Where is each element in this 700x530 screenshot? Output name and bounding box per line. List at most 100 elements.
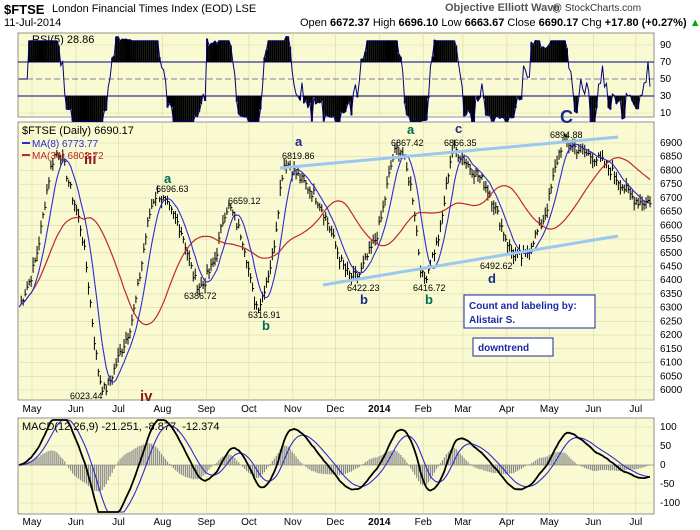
price-legend-symbol: $FTSE (Daily) 6690.17 (22, 125, 134, 137)
credit-line-2: Alistair S. (469, 315, 515, 326)
credit-line-1: Count and labeling by: (469, 301, 577, 312)
rsi-tick-label: 30 (660, 91, 672, 102)
x-tick-label: Jun (585, 517, 601, 528)
price-legend-ma8: MA(8) 6773.77 (32, 139, 99, 150)
price-tick-label: 6700 (660, 193, 683, 204)
price-label-6696: 6696.63 (156, 184, 189, 194)
close-value: 6690.17 (538, 17, 579, 29)
price-tick-label: 6250 (660, 316, 683, 327)
wave-label-a-nov: a (295, 134, 303, 149)
x-tick-label: Nov (284, 404, 302, 415)
macd-tick-label: 0 (660, 460, 666, 471)
macd-tick-label: -100 (660, 498, 680, 509)
price-tick-label: 6000 (660, 385, 683, 396)
copyright-label: @ StockCharts.com (552, 3, 642, 14)
rsi-tick-label: 10 (660, 108, 672, 119)
wave-label-iv: iv (140, 388, 153, 405)
rsi-tick-label: 50 (660, 74, 672, 85)
x-tick-label: Jul (629, 404, 642, 415)
macd-line (18, 419, 651, 513)
ohlc-readout: Open 6672.37 High 6696.10 Low 6663.67 Cl… (300, 17, 700, 29)
wave-labels: iii iv a b a b a c b d C (84, 107, 573, 405)
price-label-6659: 6659.12 (228, 196, 261, 206)
price-tick-label: 6350 (660, 289, 683, 300)
close-label: Close (507, 17, 536, 29)
macd-tick-label: -50 (660, 479, 675, 490)
high-label: High (372, 17, 396, 29)
price-tick-label: 6600 (660, 220, 683, 231)
x-tick-label: 2014 (368, 517, 391, 528)
ma34-line (18, 156, 651, 326)
low-value: 6663.67 (464, 17, 505, 29)
price-tick-label: 6150 (660, 344, 683, 355)
rsi-line (19, 36, 651, 122)
price-label-6316: 6316.91 (248, 310, 281, 320)
price-label-6492: 6492.62 (480, 261, 513, 271)
chart-date: 11-Jul-2014 (4, 17, 62, 29)
x-tick-label: Jun (585, 404, 601, 415)
price-tick-label: 6500 (660, 248, 683, 259)
brand-label: Objective Elliott Wave (445, 2, 560, 14)
x-tick-label: Feb (415, 404, 433, 415)
lower-trendline (322, 234, 619, 287)
upper-trendline (279, 135, 619, 170)
x-tick-label: Oct (241, 404, 257, 415)
high-value: 6696.10 (398, 17, 439, 29)
x-tick-label: Jul (112, 404, 125, 415)
chg-label: Chg (581, 17, 602, 29)
wave-label-d: d (488, 271, 496, 286)
x-tick-label: Jun (68, 517, 84, 528)
x-tick-label: Jul (112, 517, 125, 528)
index-name: London Financial Times Index (EOD) LSE (52, 3, 256, 15)
chg-up-icon: ▲ (689, 17, 700, 29)
price-tick-label: 6850 (660, 152, 683, 163)
price-label-6866: 6866.35 (444, 138, 477, 148)
x-tick-label: Mar (454, 517, 472, 528)
price-tick-label: 6900 (660, 138, 683, 149)
price-tick-label: 6400 (660, 275, 683, 286)
macd-tick-label: 100 (660, 422, 677, 433)
wave-label-a-aug: a (164, 171, 172, 186)
exchange-text: LSE (235, 3, 257, 15)
x-tick-label: May (540, 404, 559, 415)
symbol-title: $FTSE (4, 2, 45, 17)
low-label: Low (441, 17, 462, 29)
price-label-6386: 6386.72 (184, 291, 217, 301)
x-tick-label: Oct (241, 517, 257, 528)
x-tick-label: May (540, 517, 559, 528)
wave-label-b-oct: b (262, 318, 270, 333)
price-tick-label: 6100 (660, 358, 683, 369)
x-tick-label: Jul (629, 517, 642, 528)
x-tick-label: Apr (499, 404, 515, 415)
price-tick-label: 6800 (660, 165, 683, 176)
price-label-6416: 6416.72 (413, 283, 446, 293)
macd-tick-label: 50 (660, 441, 672, 452)
price-tick-label: 6650 (660, 207, 683, 218)
x-tick-label: Dec (326, 517, 344, 528)
price-label-6422: 6422.23 (347, 283, 380, 293)
x-tick-label: Nov (284, 517, 302, 528)
price-label-6894: 6894.88 (550, 130, 583, 140)
wave-label-iii: iii (84, 151, 97, 168)
x-tick-label: Apr (499, 517, 515, 528)
chg-value: +17.80 (+0.27%) (604, 17, 687, 29)
ma8-line (18, 143, 650, 384)
wave-label-b-feb: b (425, 292, 433, 307)
x-tick-label: Aug (154, 404, 172, 415)
wave-label-a-jan: a (407, 122, 415, 137)
credit-box (463, 294, 596, 329)
price-label-6867: 6867.42 (391, 138, 424, 148)
rsi-tick-label: 90 (660, 40, 672, 51)
macd-legend: MACD(12,26,9) -21.251, -8.877, -12.374 (22, 421, 220, 433)
price-labels: 6696.63 6659.12 6386.72 6316.91 6819.86 … (70, 130, 583, 401)
price-tick-label: 6050 (660, 371, 683, 382)
x-tick-label: Jun (68, 404, 84, 415)
downtrend-box (472, 337, 554, 357)
price-tick-label: 6200 (660, 330, 683, 341)
price-label-6819: 6819.86 (282, 151, 315, 161)
rsi-series (19, 36, 651, 122)
open-label: Open (300, 17, 327, 29)
x-tick-label: May (23, 517, 42, 528)
x-tick-label: Mar (454, 404, 472, 415)
